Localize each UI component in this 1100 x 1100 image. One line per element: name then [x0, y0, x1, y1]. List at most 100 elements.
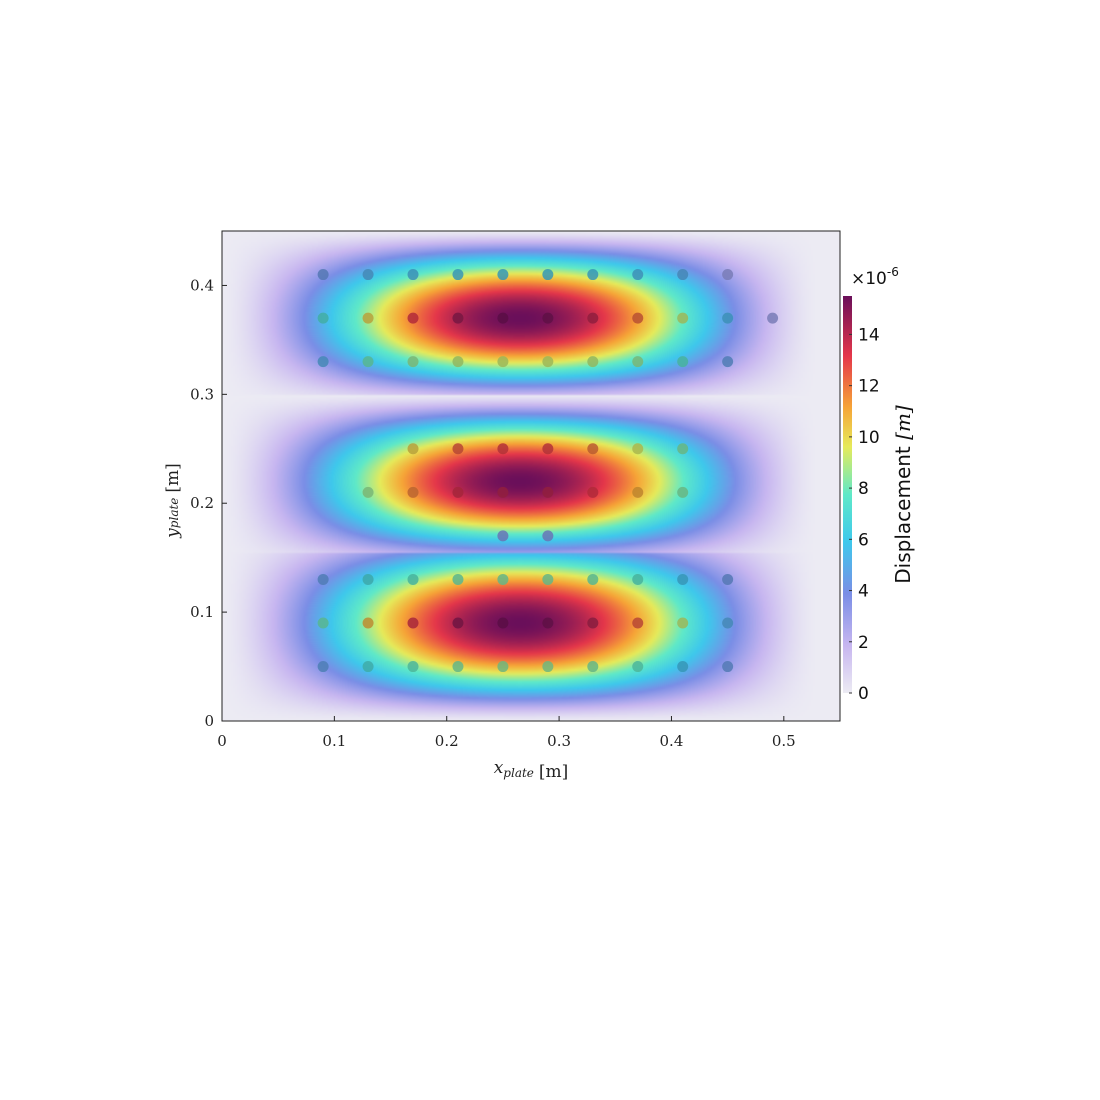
colorbar-gradient [843, 296, 852, 693]
y-axis-label-main: y [163, 528, 183, 539]
y-axis-label-unit: [m] [163, 463, 183, 492]
y-tick-label: 0.2 [190, 494, 214, 512]
sensor-point [632, 312, 644, 324]
sensor-point [722, 269, 734, 281]
sensor-point [362, 617, 374, 629]
sensor-point [542, 617, 554, 629]
sensor-point [677, 486, 689, 498]
sensor-point [677, 661, 689, 673]
sensor-point [632, 486, 644, 498]
colorbar-multiplier: ×10-6 [851, 265, 899, 289]
x-axis-label: xplate [m] [494, 758, 569, 782]
sensor-point [677, 443, 689, 455]
colorbar-tick-label: 12 [858, 377, 880, 397]
sensor-point [407, 443, 419, 455]
sensor-point [632, 443, 644, 455]
sensor-point [497, 573, 509, 585]
sensor-point [362, 573, 374, 585]
sensor-point [587, 661, 599, 673]
sensor-point [722, 617, 734, 629]
sensor-point [587, 356, 599, 368]
sensor-point [542, 443, 554, 455]
sensor-point [677, 617, 689, 629]
sensor-point [407, 356, 419, 368]
y-tick-label: 0 [204, 712, 214, 730]
colorbar-label-unit: [m] [891, 405, 915, 440]
sensor-point [497, 661, 509, 673]
sensor-point [542, 269, 554, 281]
y-tick-label: 0.4 [190, 276, 214, 294]
sensor-point [407, 269, 419, 281]
y-axis-label: yplate [m] [163, 463, 183, 539]
colorbar-tick-label: 6 [858, 530, 869, 550]
colorbar-label-text: Displacement [891, 440, 915, 584]
sensor-point [407, 312, 419, 324]
sensor-point [317, 573, 329, 585]
sensor-points [317, 269, 779, 673]
sensor-point [677, 573, 689, 585]
sensor-point [542, 312, 554, 324]
displacement-field [222, 231, 840, 721]
sensor-point [722, 356, 734, 368]
sensor-point [542, 530, 554, 542]
sensor-point [677, 269, 689, 281]
plot-frame [221, 230, 841, 722]
sensor-point [677, 312, 689, 324]
sensor-point [317, 356, 329, 368]
sensor-point [362, 312, 374, 324]
sensor-point [497, 617, 509, 629]
sensor-point [317, 617, 329, 629]
colorbar-tick-label: 14 [858, 325, 880, 345]
plot-area [222, 231, 840, 721]
sensor-point [452, 617, 464, 629]
x-axis-label-unit: [m] [539, 762, 568, 782]
colorbar-tick-label: 2 [858, 633, 869, 653]
sensor-point [497, 443, 509, 455]
sensor-point [362, 486, 374, 498]
x-tick-label: 0 [217, 732, 227, 750]
colorbar-ticks: 0 2 4 6 8 10 12 14 [849, 325, 880, 704]
sensor-point [362, 269, 374, 281]
sensor-point [677, 356, 689, 368]
sensor-point [452, 573, 464, 585]
y-tick-label: 0.1 [190, 603, 214, 621]
sensor-point [452, 356, 464, 368]
sensor-point [587, 573, 599, 585]
colorbar-tick-label: 10 [858, 428, 880, 448]
sensor-point [587, 443, 599, 455]
colorbar: 0 2 4 6 8 10 12 14 ×10-6 Displacement [m] [843, 265, 915, 704]
x-tick-label: 0.3 [547, 732, 571, 750]
colorbar-multiplier-exponent: -6 [887, 265, 899, 279]
sensor-point [542, 356, 554, 368]
y-axis-label-sub: plate [167, 498, 181, 529]
sensor-point [632, 661, 644, 673]
x-tick-label: 0.1 [322, 732, 346, 750]
colorbar-tick-label: 0 [858, 684, 869, 704]
sensor-point [452, 486, 464, 498]
colorbar-tick-label: 4 [858, 582, 869, 602]
colorbar-tick-label: 8 [858, 479, 869, 499]
sensor-point [587, 617, 599, 629]
sensor-point [722, 661, 734, 673]
sensor-point [497, 356, 509, 368]
sensor-point [632, 617, 644, 629]
colorbar-label: Displacement [m] [891, 405, 915, 584]
sensor-point [497, 486, 509, 498]
sensor-point [452, 661, 464, 673]
sensor-point [587, 269, 599, 281]
x-axis-label-sub: plate [503, 766, 534, 780]
sensor-point [632, 356, 644, 368]
y-axis-ticks: 0 0.1 0.2 0.3 0.4 [190, 276, 227, 730]
x-tick-label: 0.2 [435, 732, 459, 750]
sensor-point [407, 486, 419, 498]
y-tick-label: 0.3 [190, 385, 214, 403]
sensor-point [407, 573, 419, 585]
x-tick-label: 0.4 [660, 732, 684, 750]
sensor-point [497, 269, 509, 281]
sensor-point [542, 661, 554, 673]
x-tick-label: 0.5 [772, 732, 796, 750]
sensor-point [722, 312, 734, 324]
sensor-point [452, 312, 464, 324]
sensor-point [407, 661, 419, 673]
